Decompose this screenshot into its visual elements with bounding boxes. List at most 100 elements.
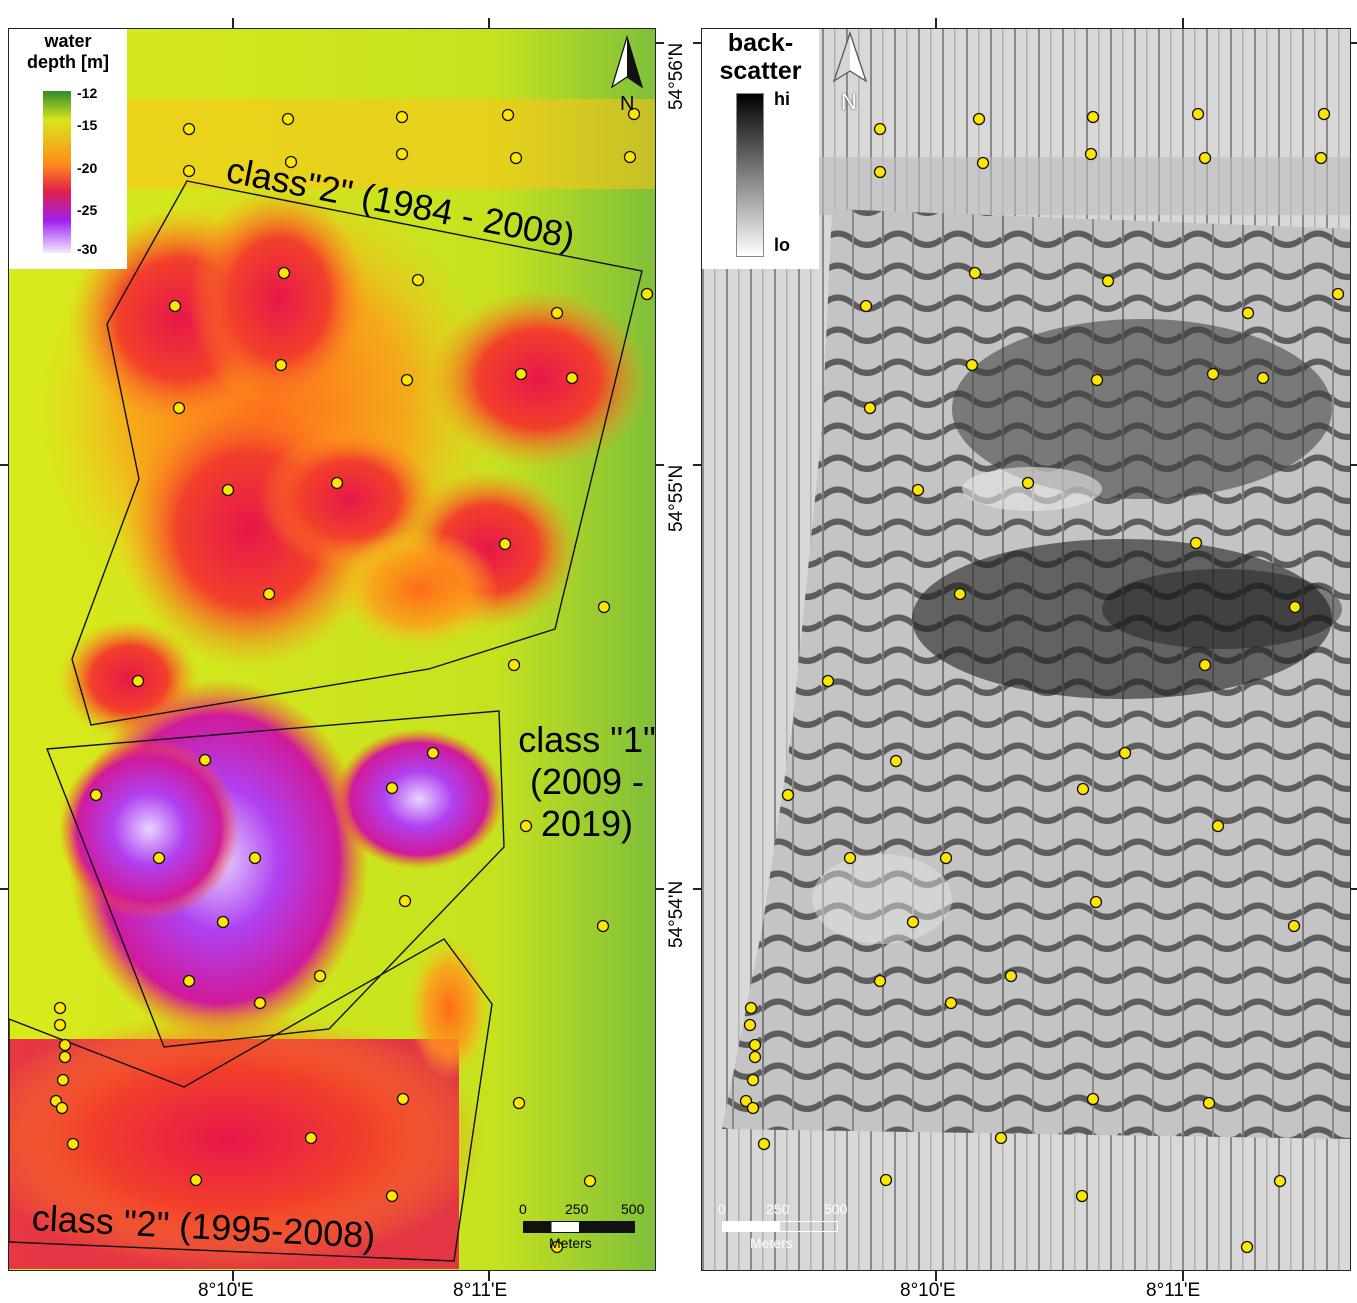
sample-point-marker [1090,373,1104,387]
sample-point-marker [509,151,523,165]
sample-point-marker [53,1018,67,1032]
x-axis-label: 8°10'E [900,1280,956,1301]
sample-point-marker [1240,1240,1254,1254]
backscatter-map: back- scatter hi lo N 0 250 500 Meters [701,28,1351,1271]
sample-point-marker [411,273,425,287]
sample-point-marker [426,746,440,760]
y-tick [0,888,8,890]
sample-point-marker [1331,287,1345,301]
sample-point-marker [972,112,986,126]
y-tick [1351,464,1357,466]
sample-point-marker [781,788,795,802]
sample-point-marker [1089,895,1103,909]
sample-point-marker [58,1038,72,1052]
sample-point-marker [1211,819,1225,833]
sample-point-marker [859,299,873,313]
scalebar: 0 250 500 Meters [519,1201,645,1251]
sample-point-marker [262,587,276,601]
sample-point-marker [221,483,235,497]
sample-point-marker [1075,1189,1089,1203]
sample-point-marker [66,1137,80,1151]
sample-point-marker [89,788,103,802]
class1-label: class "1" (2009 - 2019) [518,719,656,844]
sample-point-marker [398,894,412,908]
sample-point-marker [1086,1092,1100,1106]
sample-point-marker [1241,306,1255,320]
sample-point-marker [627,107,641,121]
sample-point-marker [182,122,196,136]
y-tick [0,464,8,466]
class2-upper-polygon [71,180,643,726]
sample-point-marker [56,1073,70,1087]
sample-point-marker [906,915,920,929]
sample-point-marker [873,122,887,136]
sample-point-marker [1101,274,1115,288]
legend-title: back- scatter [719,29,802,85]
sample-point-marker [743,1018,757,1032]
sample-point-marker [501,108,515,122]
legend-tick-label: -25 [77,202,98,218]
sample-point-marker [182,974,196,988]
sample-point-marker [873,165,887,179]
sample-point-marker [400,373,414,387]
sample-point-marker [879,1173,893,1187]
x-tick [488,18,490,28]
sample-point-marker [385,781,399,795]
x-axis-label: 8°11'E [453,1280,508,1301]
sample-point-marker [976,156,990,170]
sample-point-marker [172,401,186,415]
sample-point-marker [168,299,182,313]
sample-point-marker [994,1131,1008,1145]
legend-tick-label: -30 [77,241,98,257]
sample-point-marker [395,147,409,161]
sample-point-marker [1084,147,1098,161]
x-tick [935,1271,937,1281]
x-tick [232,1271,234,1281]
sample-point-marker [395,110,409,124]
x-tick [232,18,234,28]
sample-point-marker [216,915,230,929]
sample-point-marker [965,358,979,372]
sample-point-marker [597,600,611,614]
y-tick [656,888,664,890]
legend-tick-label: -15 [77,117,98,133]
sample-point-marker [1191,107,1205,121]
sample-point-marker [1206,367,1220,381]
sample-point-marker [596,919,610,933]
x-axis-label: 8°10'E [198,1280,254,1301]
sample-point-marker [873,974,887,988]
y-tick [1351,42,1357,44]
sample-point-marker [1314,151,1328,165]
sample-point-marker [53,1001,67,1015]
sample-point-marker [744,1001,758,1015]
sample-point-marker [284,155,298,169]
sample-point-marker [748,1038,762,1052]
sample-point-marker [911,483,925,497]
latitude-label: 54°55'N [666,464,687,532]
y-tick [693,888,701,890]
sample-point-marker [277,266,291,280]
legend-lo-label: lo [774,235,790,255]
legend-colorbar [43,91,71,253]
sample-point-marker [498,537,512,551]
sample-points [49,107,654,1254]
x-tick [1182,18,1184,28]
sample-point-marker [519,819,533,833]
sample-point-marker [939,851,953,865]
y-tick [656,464,664,466]
bathymetry-raster [9,29,655,1270]
sample-point-marker [843,851,857,865]
backscatter-legend: back- scatter hi lo [702,29,819,269]
sample-point-marker [182,164,196,178]
bathymetry-map: water depth [m] -12 -15 -20 -25 -30 N cl… [8,28,656,1271]
sample-point-marker [863,401,877,415]
sample-point-marker [131,674,145,688]
legend-tick-label: -20 [77,160,98,176]
sample-point-marker [821,674,835,688]
x-tick [935,18,937,28]
sample-point-marker [396,1092,410,1106]
north-arrow-icon [832,30,868,83]
sample-point-marker [313,969,327,983]
sample-point-marker [640,287,654,301]
sample-point-marker [889,754,903,768]
